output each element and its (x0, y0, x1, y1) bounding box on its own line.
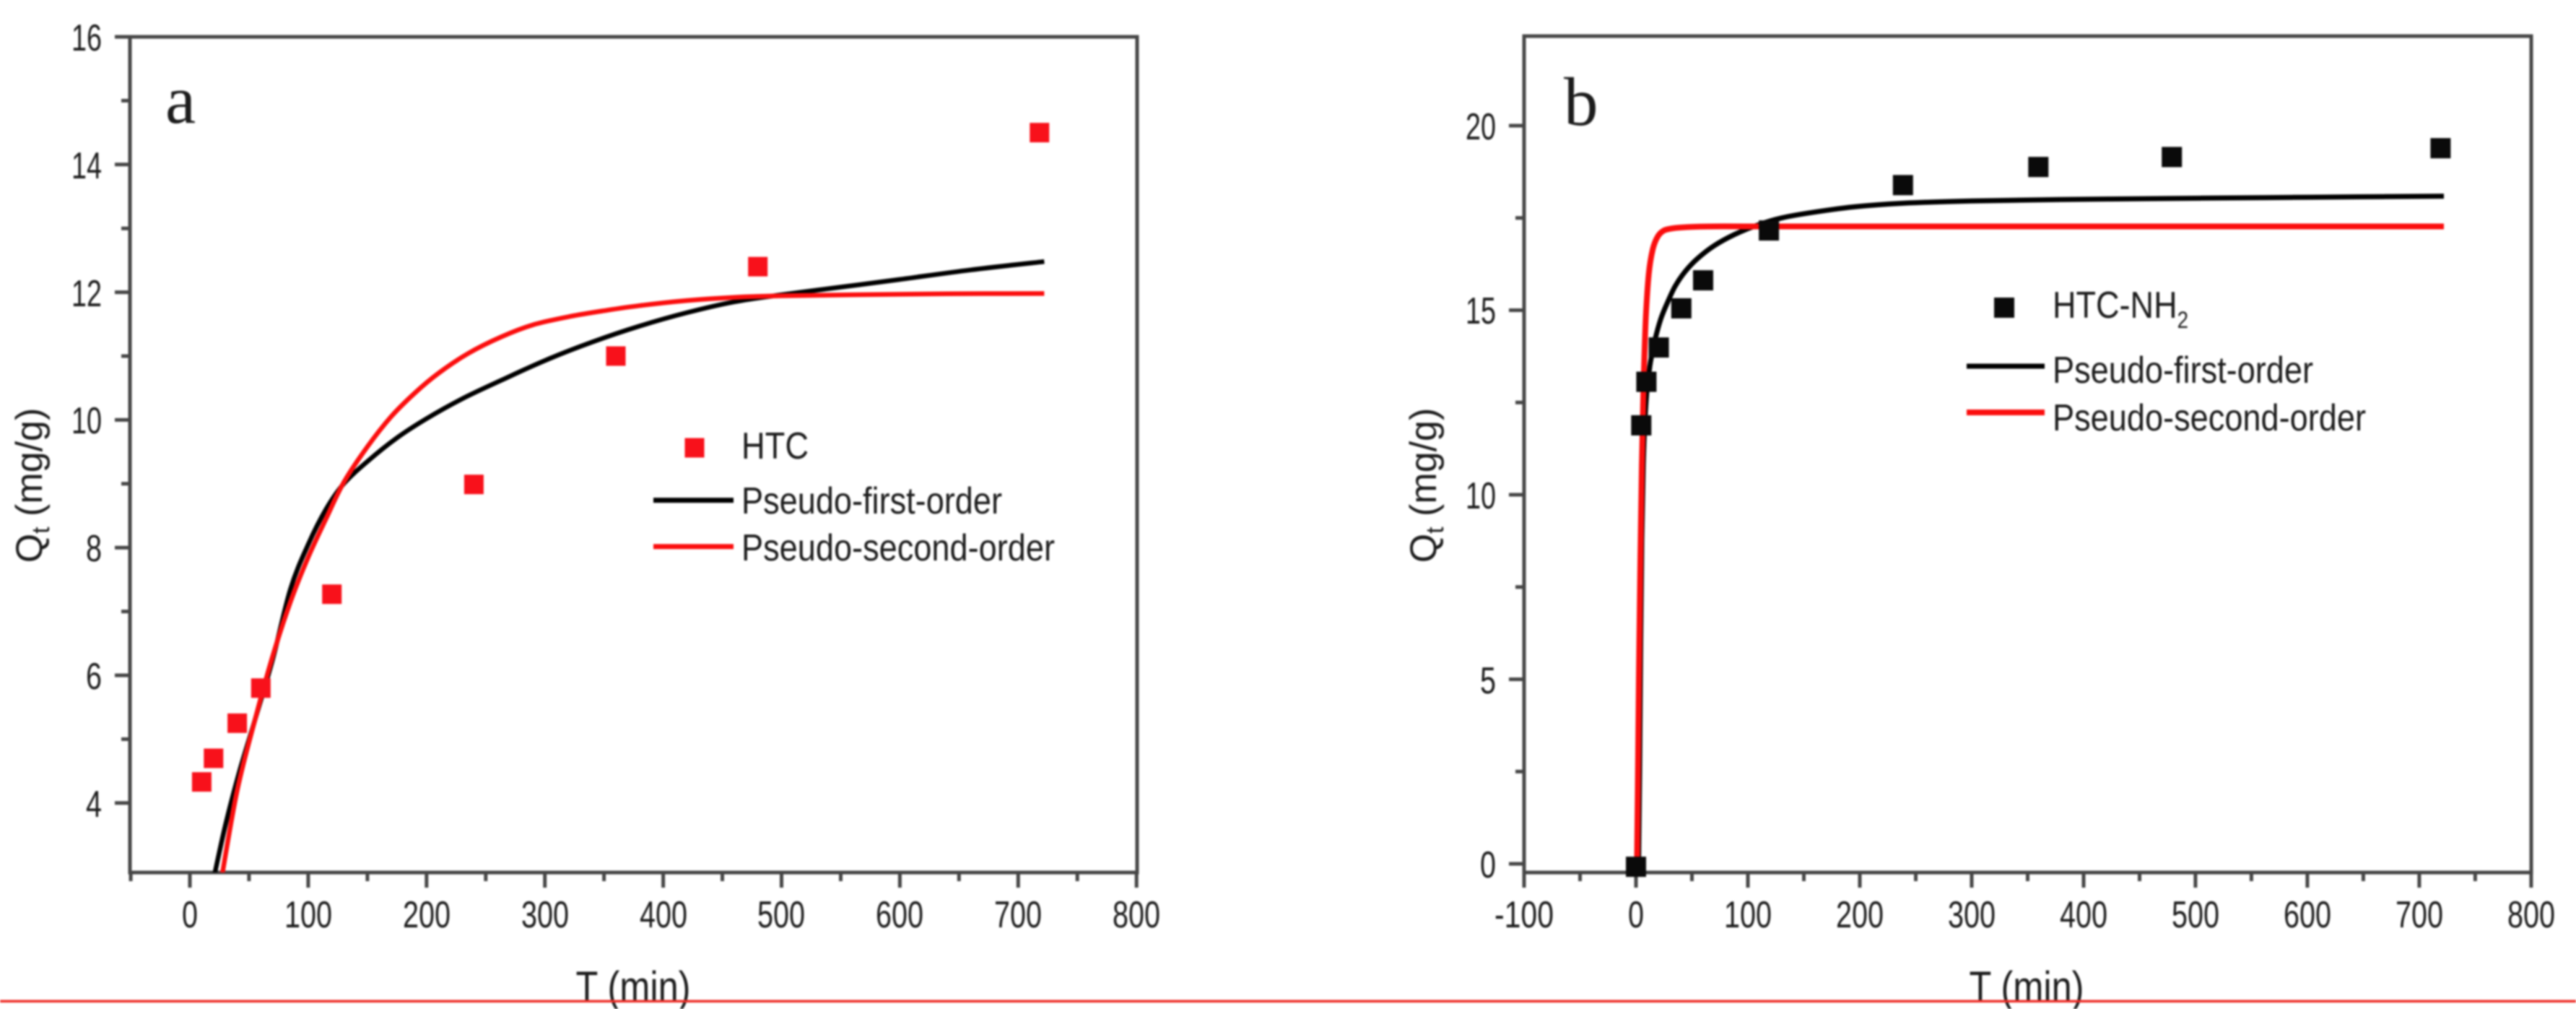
svg-text:8: 8 (86, 528, 102, 570)
svg-text:10: 10 (1466, 475, 1496, 517)
svg-text:200: 200 (1836, 894, 1884, 936)
svg-text:800: 800 (1113, 894, 1160, 936)
svg-text:700: 700 (2396, 894, 2443, 936)
svg-text:4: 4 (86, 784, 102, 826)
svg-text:-100: -100 (1494, 894, 1554, 936)
svg-text:b: b (1564, 64, 1598, 140)
svg-text:5: 5 (1480, 660, 1496, 702)
svg-text:6: 6 (86, 656, 102, 698)
svg-text:Pseudo-first-order: Pseudo-first-order (741, 480, 1002, 522)
svg-text:15: 15 (1466, 290, 1496, 332)
svg-text:0: 0 (1480, 844, 1496, 886)
svg-text:10: 10 (71, 400, 102, 442)
svg-text:14: 14 (71, 145, 102, 187)
svg-text:500: 500 (2172, 894, 2219, 936)
svg-text:700: 700 (994, 894, 1042, 936)
svg-text:16: 16 (71, 17, 102, 59)
svg-text:400: 400 (640, 894, 687, 936)
svg-text:300: 300 (1948, 894, 1996, 936)
svg-text:100: 100 (284, 894, 332, 936)
svg-text:Pseudo-second-order: Pseudo-second-order (2053, 397, 2366, 439)
svg-text:0: 0 (182, 894, 198, 936)
svg-text:Qt (mg/g): Qt (mg/g) (9, 408, 55, 563)
svg-text:HTC-NH2: HTC-NH2 (2053, 285, 2188, 333)
svg-text:600: 600 (2284, 894, 2331, 936)
svg-text:Pseudo-first-order: Pseudo-first-order (2053, 350, 2313, 391)
svg-text:HTC: HTC (741, 425, 809, 467)
svg-text:600: 600 (876, 894, 923, 936)
svg-text:300: 300 (521, 894, 569, 936)
svg-text:12: 12 (71, 273, 102, 315)
svg-text:800: 800 (2507, 894, 2555, 936)
svg-text:20: 20 (1466, 106, 1496, 148)
svg-text:200: 200 (403, 894, 451, 936)
svg-text:100: 100 (1724, 894, 1772, 936)
svg-text:400: 400 (2060, 894, 2107, 936)
svg-text:Qt (mg/g): Qt (mg/g) (1403, 408, 1449, 563)
svg-text:500: 500 (757, 894, 805, 936)
svg-text:Pseudo-second-order: Pseudo-second-order (741, 527, 1055, 569)
svg-text:a: a (165, 61, 196, 138)
svg-text:0: 0 (1628, 894, 1644, 936)
